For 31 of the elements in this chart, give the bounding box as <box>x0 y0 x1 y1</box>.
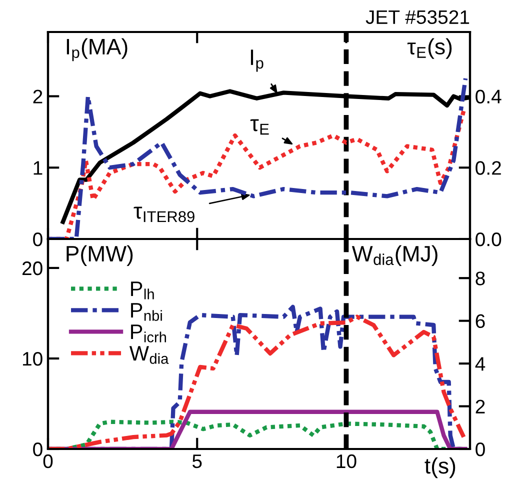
line-series <box>48 76 468 239</box>
y2-tick-label: 6 <box>476 314 485 328</box>
legend-label: P$_{lh}$ <box>131 282 154 300</box>
y2-tick-label: 8 <box>476 272 485 286</box>
x-axis-title: t(s) <box>424 457 456 478</box>
y2-tick-label: 0 <box>476 442 485 456</box>
chart-title: JET #53521 <box>366 10 470 24</box>
y-axis-title: P(MW) <box>66 245 133 266</box>
y-axis-title: I$_{p}$(MA) <box>66 38 128 62</box>
y2-axis-title: τ$_{E}$(s) <box>407 38 452 59</box>
annotation: τ$_{ITER89}$ <box>134 206 194 222</box>
y2-tick-label: 4 <box>475 357 486 371</box>
legend-label: P$_{icrh}$ <box>131 324 166 342</box>
y-tick-label: 10 <box>22 352 42 366</box>
y-tick-label: 2 <box>33 90 42 104</box>
annotation: I$_{p}$ <box>250 50 264 72</box>
y-tick-label: 1 <box>34 161 42 175</box>
legend-label: W$_{dia}$ <box>129 346 169 364</box>
annotation: τ$_{E}$ <box>250 119 269 135</box>
legend-label: P$_{nbi}$ <box>131 303 162 321</box>
x-tick-label: 10 <box>336 454 356 468</box>
y2-axis-title: W$_{dia}$(MJ) <box>352 245 438 266</box>
x-tick-label: 0 <box>43 454 53 468</box>
y-tick-label: 0 <box>33 442 42 456</box>
y2-tick-label: 0.4 <box>476 90 502 104</box>
y2-tick-label: 0.2 <box>476 161 501 175</box>
y2-tick-label: 0.0 <box>476 232 502 246</box>
y-tick-label: 0 <box>33 232 42 246</box>
y-tick-label: 20 <box>22 261 42 276</box>
x-tick-label: 5 <box>192 454 202 468</box>
y2-tick-label: 2 <box>476 400 485 414</box>
